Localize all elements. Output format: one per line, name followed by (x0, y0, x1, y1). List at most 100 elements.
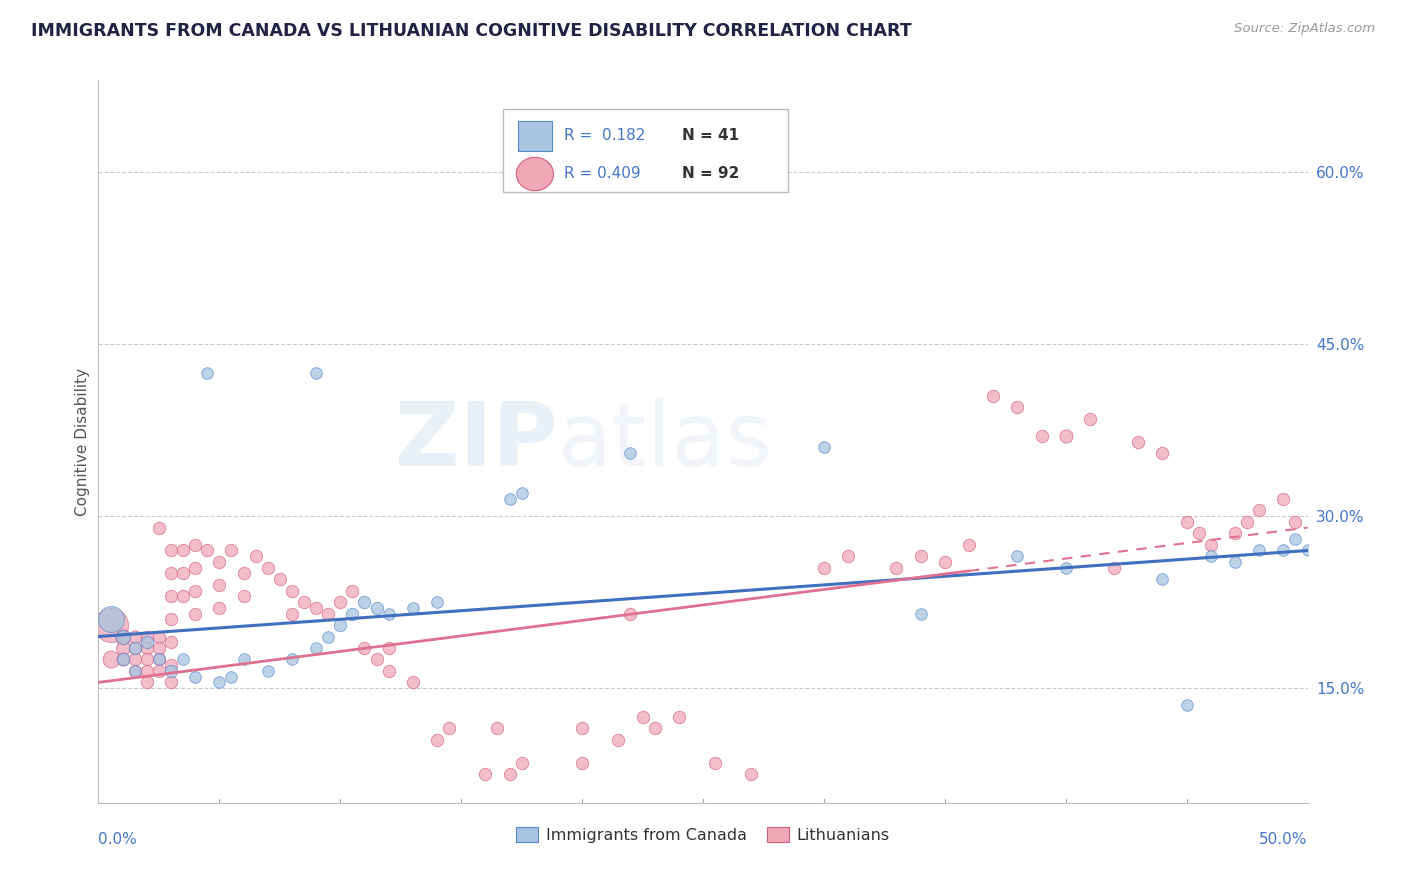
Point (172, 543, 194, 558)
Point (1054, 560, 1077, 574)
Point (329, 618, 352, 632)
Point (377, 664, 399, 678)
Point (1223, 526, 1246, 541)
Point (172, 566, 194, 581)
Point (1284, 515, 1306, 529)
Point (232, 566, 254, 581)
Point (1007, 549, 1029, 564)
Point (1031, 429, 1053, 443)
Point (148, 652, 170, 666)
Point (124, 664, 146, 678)
Point (981, 389, 1004, 403)
Point (426, 595, 449, 609)
Point (886, 560, 908, 574)
Point (704, 756, 727, 770)
Point (184, 538, 207, 552)
Legend: Immigrants from Canada, Lithuanians: Immigrants from Canada, Lithuanians (509, 820, 897, 849)
Point (474, 767, 496, 781)
Point (160, 590, 183, 604)
FancyBboxPatch shape (503, 109, 787, 193)
Point (813, 560, 835, 574)
Point (160, 543, 183, 558)
Point (281, 607, 304, 621)
Point (111, 630, 134, 644)
Point (124, 640, 146, 655)
Point (1249, 543, 1271, 558)
Point (208, 675, 231, 690)
Point (571, 721, 593, 735)
Point (510, 756, 533, 770)
Point (281, 583, 304, 598)
Point (232, 590, 254, 604)
Point (160, 664, 183, 678)
Point (1272, 543, 1295, 558)
Point (342, 583, 364, 598)
Point (668, 710, 690, 724)
Point (934, 555, 956, 569)
Point (377, 640, 399, 655)
Point (1078, 411, 1101, 425)
Point (910, 607, 932, 621)
Point (135, 675, 157, 690)
Point (1102, 560, 1125, 574)
Point (160, 675, 183, 690)
Point (172, 590, 194, 604)
Point (342, 607, 364, 621)
Point (135, 640, 157, 655)
Point (316, 607, 339, 621)
Point (111, 640, 134, 655)
Point (644, 721, 666, 735)
Point (135, 635, 157, 649)
Point (1199, 549, 1222, 564)
Point (957, 538, 980, 552)
Point (353, 595, 375, 609)
Point (160, 612, 183, 626)
Point (510, 486, 533, 500)
Text: IMMIGRANTS FROM CANADA VS LITHUANIAN COGNITIVE DISABILITY CORRELATION CHART: IMMIGRANTS FROM CANADA VS LITHUANIAN COG… (31, 22, 911, 40)
Text: 50.0%: 50.0% (1260, 831, 1308, 847)
Point (184, 607, 207, 621)
Point (366, 652, 388, 666)
Point (486, 721, 509, 735)
Point (111, 652, 134, 666)
Point (329, 595, 352, 609)
Point (100, 618, 122, 632)
Point (221, 670, 243, 684)
Point (305, 600, 328, 615)
Point (740, 767, 762, 781)
Text: N = 41: N = 41 (682, 128, 740, 144)
Point (1236, 515, 1258, 529)
Point (498, 491, 520, 506)
Point (100, 652, 122, 666)
Point (426, 732, 449, 747)
Point (1128, 434, 1150, 449)
Point (1188, 526, 1211, 541)
Point (1152, 446, 1174, 460)
Point (316, 630, 339, 644)
Point (184, 670, 207, 684)
Point (269, 572, 291, 586)
Point (1054, 429, 1077, 443)
Point (184, 560, 207, 574)
Point (135, 630, 157, 644)
Point (124, 630, 146, 644)
Point (160, 566, 183, 581)
Point (607, 732, 630, 747)
Point (1175, 515, 1198, 529)
Ellipse shape (516, 157, 554, 191)
Point (172, 652, 194, 666)
Point (148, 520, 170, 534)
Point (148, 640, 170, 655)
Point (1175, 698, 1198, 713)
Point (1007, 400, 1029, 414)
Point (100, 612, 122, 626)
Point (1249, 503, 1271, 517)
Point (232, 652, 254, 666)
Point (498, 767, 520, 781)
Point (837, 549, 859, 564)
Text: R = 0.409: R = 0.409 (564, 167, 641, 181)
Point (195, 366, 218, 380)
Point (1284, 532, 1306, 546)
Point (124, 652, 146, 666)
Y-axis label: Cognitive Disability: Cognitive Disability (75, 368, 90, 516)
